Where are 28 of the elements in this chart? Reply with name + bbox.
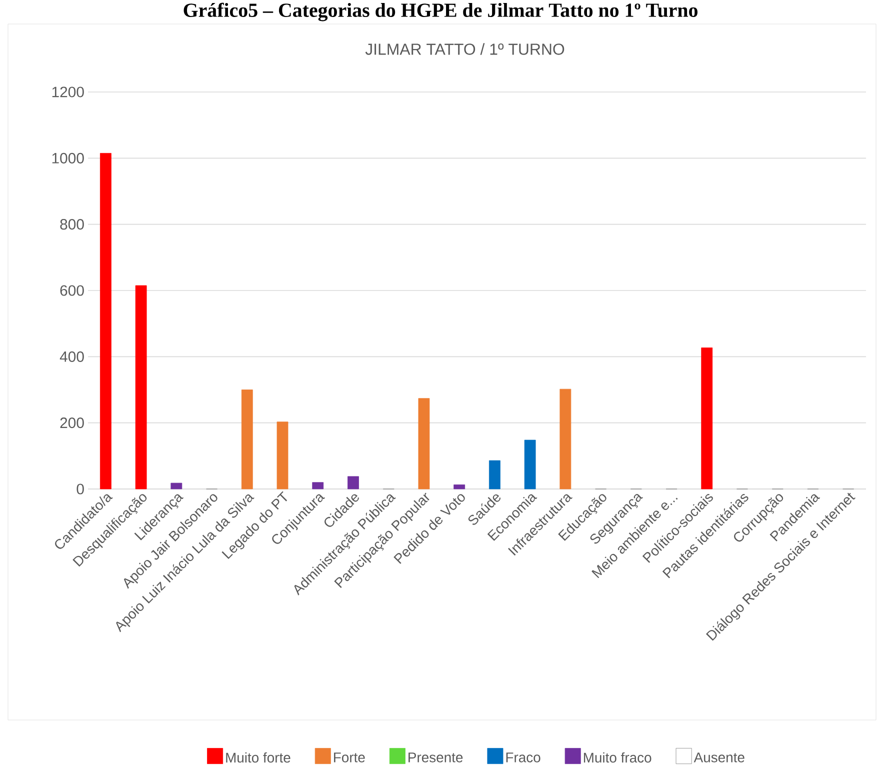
y-tick-label: 1200 (52, 86, 84, 98)
y-tick-label: 800 (60, 219, 84, 230)
bar (488, 460, 500, 490)
bar (276, 422, 288, 490)
bar (524, 440, 536, 490)
legend-label: Forte (334, 752, 365, 762)
bar (418, 398, 430, 490)
y-tick-label: 200 (60, 418, 84, 428)
bar (560, 388, 572, 490)
bar (454, 484, 466, 490)
bar (100, 153, 112, 490)
legend-label: Muito forte (226, 752, 290, 763)
legend-label: Muito fraco (584, 752, 652, 763)
bar (170, 482, 182, 490)
chart-subtitle: JILMAR TATTO / 1º TURNO (365, 43, 564, 55)
bar (241, 390, 253, 490)
bar (312, 482, 324, 490)
bar (348, 476, 359, 490)
y-tick-label: 600 (60, 285, 84, 296)
legend-label: Ausente (694, 752, 744, 762)
bar (135, 285, 147, 490)
chart-title: Gráfico5 – Categorias do HGPE de Jilmar Tatto no 1º Turno (184, 2, 698, 22)
bar (701, 348, 713, 490)
legend-label: Presente (408, 752, 463, 762)
y-tick-label: 400 (60, 351, 84, 362)
y-tick-label: 0 (76, 484, 84, 494)
y-tick-label: 1000 (52, 152, 84, 164)
legend-label: Fraco (506, 752, 540, 762)
